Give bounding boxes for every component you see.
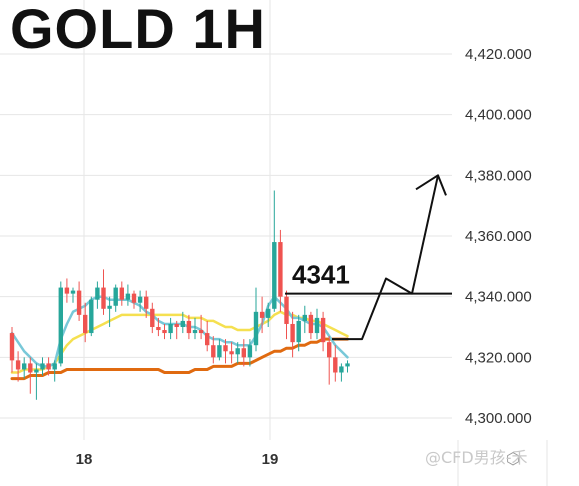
y-tick-label: 4,300.000 [465, 410, 532, 427]
candle [253, 287, 259, 352]
candle [46, 357, 51, 376]
chart-title: GOLD 1H [10, 0, 266, 60]
candle [345, 360, 350, 373]
candle [22, 357, 27, 379]
annotations: 4341 ⬡ [285, 174, 520, 468]
y-tick-label: 4,340.000 [465, 289, 532, 306]
candle [113, 284, 118, 312]
candle [107, 296, 112, 327]
candle [320, 311, 326, 352]
y-tick-label: 4,400.000 [465, 107, 532, 124]
moving-averages [10, 295, 349, 381]
y-tick-label: 4,380.000 [465, 167, 532, 184]
candle [101, 269, 106, 315]
y-axis: 4,300.000 4,320.000 4,340.000 4,360.000 4,38… [465, 46, 532, 427]
candle [229, 342, 234, 364]
x-tick-label: 19 [262, 451, 279, 468]
candle [284, 290, 289, 340]
settings-icon[interactable]: ⬡ [506, 449, 520, 468]
candle [339, 363, 344, 382]
candle [223, 339, 228, 364]
candle [28, 357, 33, 394]
candle [52, 360, 57, 382]
candle [290, 311, 295, 358]
candle [235, 342, 240, 364]
candle [125, 284, 131, 306]
candle [308, 311, 314, 340]
candle [278, 229, 283, 312]
candle [302, 305, 307, 334]
candle [83, 302, 88, 343]
watermark: @CFD男孩-禾 [425, 448, 528, 467]
candle [58, 281, 63, 367]
candle [162, 323, 167, 340]
candle [168, 317, 173, 340]
candlesticks [9, 190, 350, 400]
level-label: 4341 [292, 260, 350, 290]
candle [144, 290, 149, 318]
candle [95, 281, 100, 309]
projection-path [332, 175, 439, 341]
y-tick-label: 4,360.000 [465, 228, 532, 245]
candle [205, 320, 210, 352]
candle [15, 351, 21, 382]
candle [89, 296, 94, 337]
candle [70, 287, 76, 303]
candle [174, 320, 179, 340]
candle [259, 296, 265, 334]
candle [217, 339, 222, 361]
candle [150, 302, 155, 334]
y-tick-label: 4,320.000 [465, 349, 532, 366]
candle [211, 336, 216, 364]
candle [34, 363, 39, 400]
candle [314, 308, 320, 340]
candle [64, 278, 70, 303]
candle [296, 314, 301, 352]
candle [76, 281, 82, 321]
x-tick-label: 18 [76, 451, 93, 468]
candle [266, 302, 271, 327]
candle [9, 327, 15, 373]
ema-slow-line [10, 337, 349, 381]
candle [272, 190, 277, 312]
candle [247, 339, 253, 367]
candle [241, 339, 246, 367]
candle [40, 357, 45, 376]
candle [156, 317, 161, 337]
candle [198, 314, 204, 340]
candle [333, 345, 338, 382]
candle [119, 281, 124, 306]
y-tick-label: 4,420.000 [465, 46, 532, 63]
candle [180, 311, 185, 334]
chart-grid [0, 0, 548, 486]
arrow-head [415, 174, 447, 196]
ema-fast-line [10, 295, 349, 368]
candle [137, 290, 143, 312]
candle [131, 290, 137, 309]
candle [327, 336, 332, 385]
candle [192, 317, 198, 340]
candle [186, 314, 192, 340]
x-axis: 18 19 [76, 451, 279, 468]
